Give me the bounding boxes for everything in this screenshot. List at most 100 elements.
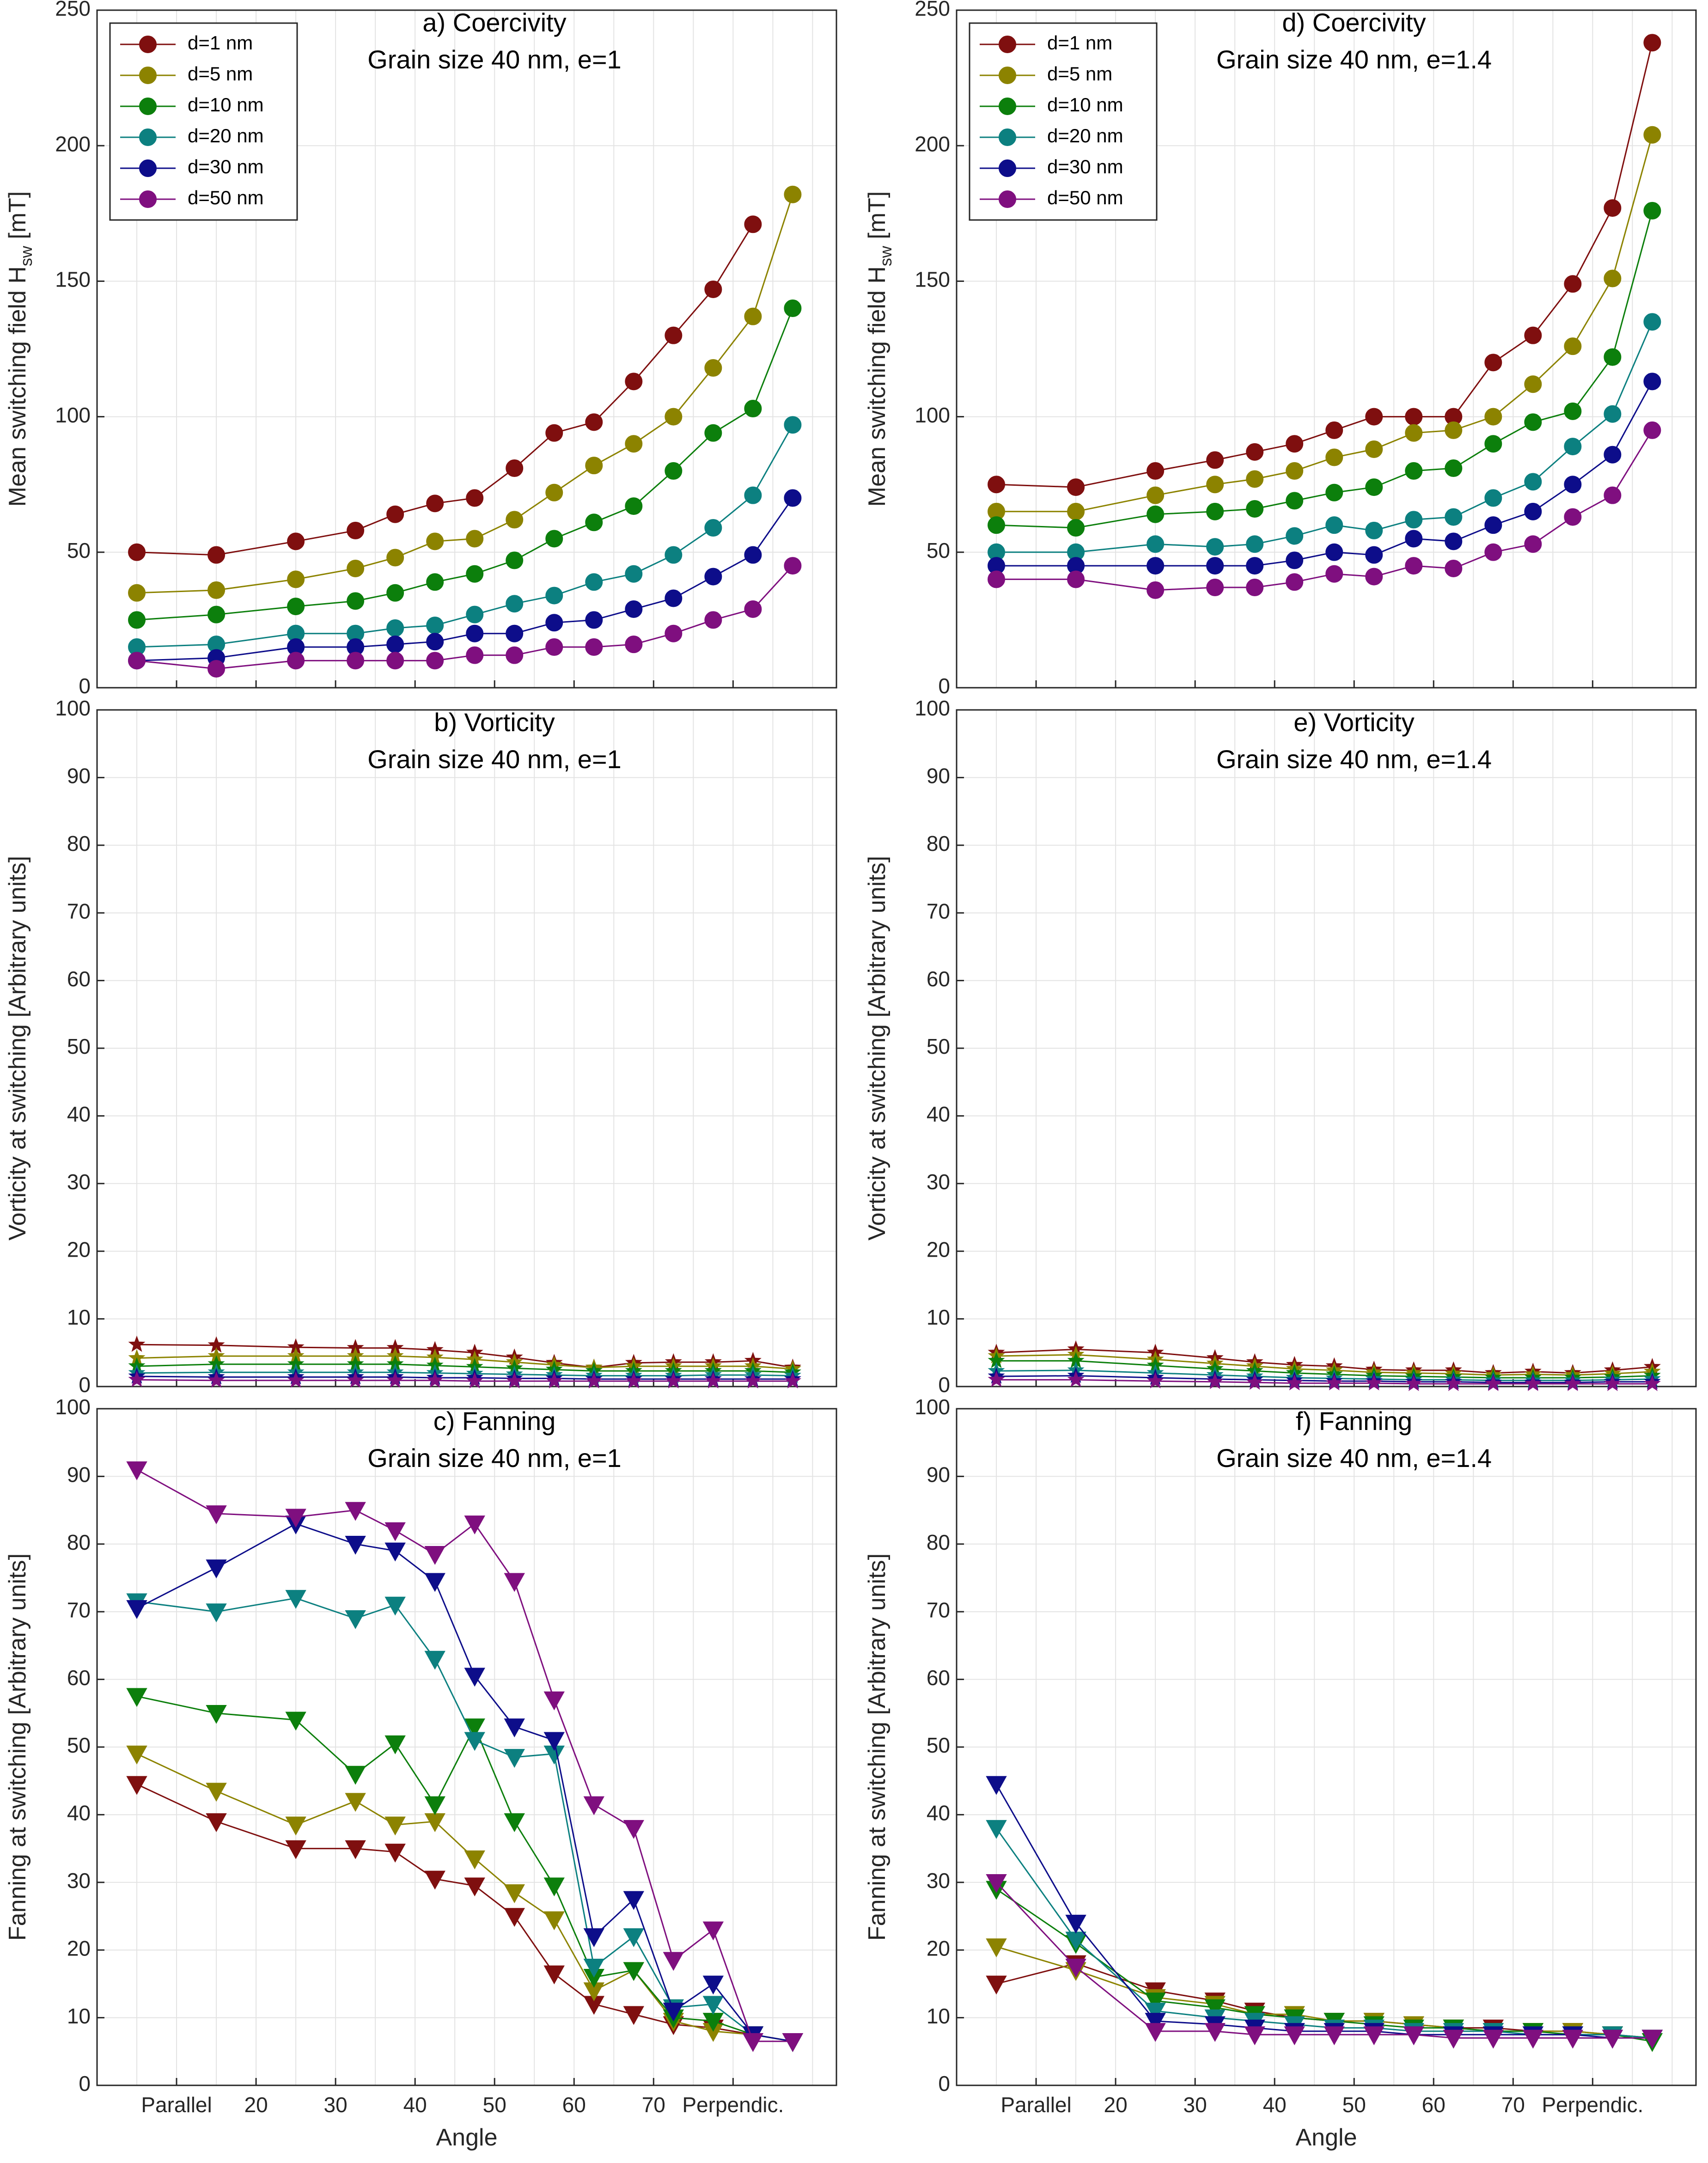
legend-label: d=10 nm bbox=[188, 94, 264, 116]
data-point bbox=[1246, 1373, 1263, 1390]
data-point bbox=[1286, 462, 1304, 480]
data-point bbox=[1147, 1372, 1164, 1389]
legend: d=1 nm d=5 nm d=10 nm d=20 nm d=30 nm d=50 nm bbox=[969, 22, 1158, 221]
data-point bbox=[623, 1820, 644, 1839]
data-point bbox=[347, 559, 365, 577]
data-point bbox=[347, 521, 365, 539]
data-point bbox=[347, 592, 365, 610]
series-4 bbox=[988, 313, 1661, 561]
data-point bbox=[744, 1372, 762, 1389]
data-point bbox=[704, 424, 722, 442]
y-tick-label: 30 bbox=[927, 1869, 950, 1893]
data-point bbox=[1482, 2029, 1504, 2049]
data-point bbox=[1405, 408, 1423, 426]
data-point bbox=[504, 1718, 525, 1738]
data-point bbox=[704, 1372, 722, 1389]
y-tick-label: 80 bbox=[927, 1530, 950, 1554]
data-point bbox=[1206, 1373, 1224, 1389]
data-point bbox=[139, 159, 157, 177]
data-point bbox=[1067, 570, 1085, 588]
data-point bbox=[1405, 424, 1423, 442]
y-tick-label: 40 bbox=[67, 1801, 91, 1825]
data-point bbox=[504, 1813, 525, 1833]
y-tick-label: 150 bbox=[915, 268, 950, 292]
y-axis-label: Mean switching field Hsw [mT] bbox=[864, 191, 895, 507]
data-point bbox=[1604, 348, 1622, 366]
legend-entry: d=10 nm bbox=[980, 94, 1123, 116]
data-point bbox=[623, 1928, 644, 1947]
data-point bbox=[999, 98, 1016, 115]
legend-label: d=30 nm bbox=[188, 156, 264, 177]
grid bbox=[957, 1408, 1696, 2086]
data-point bbox=[986, 1820, 1007, 1839]
data-point bbox=[287, 532, 305, 550]
legend-box bbox=[109, 22, 298, 221]
data-point bbox=[585, 573, 603, 591]
series-1 bbox=[988, 34, 1661, 496]
data-point bbox=[206, 1783, 227, 1802]
data-point bbox=[1524, 1375, 1542, 1391]
y-tick-label: 100 bbox=[915, 403, 950, 427]
y-tick-label: 200 bbox=[55, 132, 91, 156]
data-point bbox=[466, 1372, 483, 1389]
data-point bbox=[206, 1603, 227, 1623]
data-point bbox=[543, 1965, 565, 1985]
data-point bbox=[139, 98, 157, 115]
data-point bbox=[1067, 1370, 1085, 1387]
data-point bbox=[128, 652, 146, 670]
data-point bbox=[384, 1816, 406, 1836]
panel-c: 0 10 20 30 40 50 60 70 80 90 100 Parallel 20 30 40 50 60… bbox=[4, 1395, 837, 2151]
data-point bbox=[506, 595, 524, 613]
data-point bbox=[625, 565, 643, 583]
data-point bbox=[1325, 483, 1343, 501]
data-point bbox=[625, 497, 643, 515]
data-point bbox=[742, 2033, 764, 2052]
data-point bbox=[1286, 527, 1304, 545]
y-axis-label: Vorticity at switching [Arbitrary units] bbox=[864, 856, 891, 1240]
panel-e: 0 10 20 30 40 50 60 70 80 90 100 Vorticity at switc… bbox=[864, 696, 1697, 1397]
chart-subtitle: Grain size 40 nm, e=1 bbox=[367, 45, 621, 74]
data-point bbox=[464, 1515, 485, 1534]
data-point bbox=[347, 652, 365, 670]
data-point bbox=[207, 605, 226, 623]
legend-label: d=30 nm bbox=[1047, 156, 1123, 177]
data-point bbox=[139, 128, 157, 146]
x-tick-label: Parallel bbox=[141, 2093, 212, 2117]
data-point bbox=[506, 646, 524, 664]
y-tick-label: 100 bbox=[55, 403, 91, 427]
data-point bbox=[543, 1877, 565, 1897]
data-point bbox=[1484, 354, 1502, 372]
y-tick-label: 30 bbox=[67, 1869, 91, 1893]
legend-label: d=20 nm bbox=[188, 125, 264, 147]
y-tick-label: 60 bbox=[67, 967, 91, 991]
legend: d=1 nm d=5 nm d=10 nm d=20 nm d=30 nm d=50 nm bbox=[109, 22, 298, 221]
series-6 bbox=[128, 557, 802, 678]
data-point bbox=[1325, 516, 1343, 534]
y-tick-label: 50 bbox=[67, 1034, 91, 1058]
data-point bbox=[543, 1691, 565, 1711]
x-tick-label: 20 bbox=[1104, 2093, 1128, 2117]
data-point bbox=[1324, 2026, 1345, 2046]
legend-label: d=20 nm bbox=[1047, 125, 1123, 147]
data-point bbox=[466, 605, 484, 623]
y-tick-label: 50 bbox=[927, 1733, 950, 1757]
data-point bbox=[386, 635, 404, 654]
data-point bbox=[744, 400, 762, 418]
data-point bbox=[424, 1573, 445, 1592]
data-point bbox=[1206, 557, 1224, 575]
data-point bbox=[424, 1650, 445, 1670]
y-tick-label: 10 bbox=[67, 2004, 91, 2028]
data-point bbox=[1405, 557, 1423, 575]
y-tick-label: 60 bbox=[67, 1666, 91, 1690]
chart-title: c) Fanning bbox=[433, 1406, 556, 1436]
data-point bbox=[1067, 502, 1085, 520]
data-point bbox=[1325, 1374, 1343, 1391]
data-point bbox=[665, 462, 683, 480]
data-point bbox=[1244, 2026, 1265, 2046]
series-3 bbox=[128, 299, 802, 629]
data-point bbox=[1365, 478, 1383, 496]
data-point bbox=[1065, 1914, 1086, 1934]
data-point bbox=[585, 413, 603, 431]
chart-title: d) Coercivity bbox=[1282, 8, 1426, 37]
x-tick-label: 40 bbox=[403, 2093, 427, 2117]
